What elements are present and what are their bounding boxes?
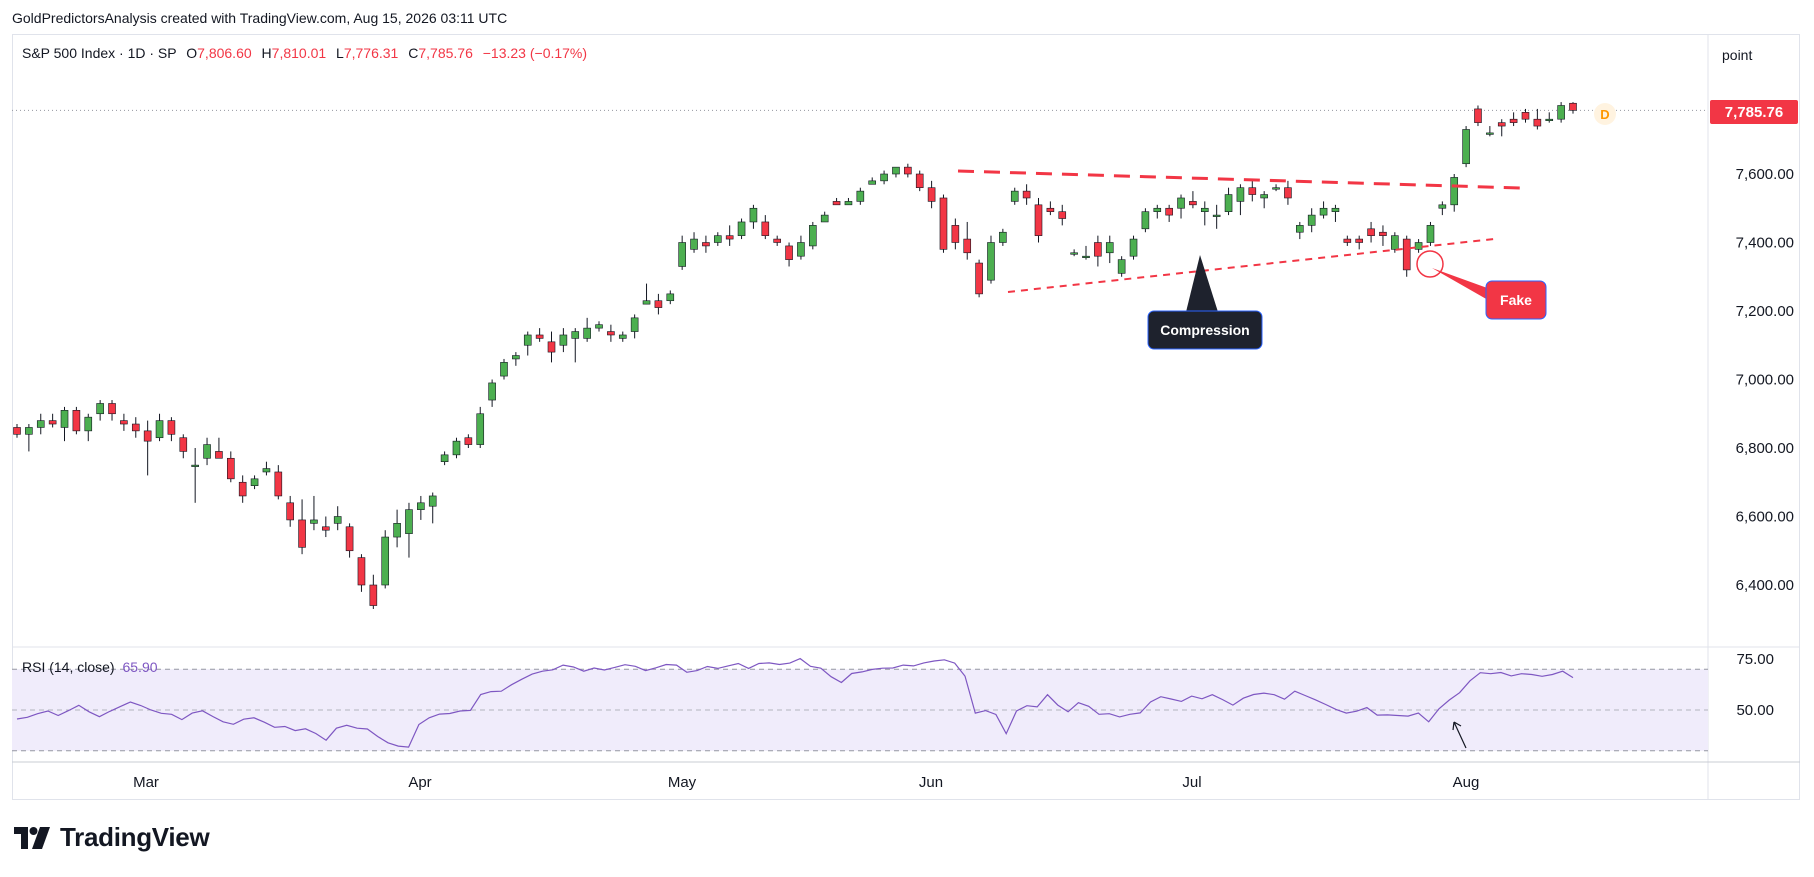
chart-attribution: GoldPredictorsAnalysis created with Trad… (12, 10, 508, 26)
symbol-legend: S&P 500 Index · 1D · SP O7,806.60 H7,810… (22, 45, 587, 61)
rsi-value: 65.90 (122, 659, 158, 675)
high-label: H (261, 45, 272, 61)
symbol-name[interactable]: S&P 500 Index · 1D · SP (22, 45, 177, 61)
rsi-legend: RSI (14, close) 65.90 (22, 659, 158, 675)
open-value: 7,806.60 (197, 45, 252, 61)
low-value: 7,776.31 (343, 45, 399, 61)
tradingview-logo-icon (14, 826, 50, 849)
price-scale-mode-button[interactable]: point (1722, 47, 1753, 63)
open-label: O (186, 45, 198, 61)
rsi-label[interactable]: RSI (14, close) (22, 659, 115, 675)
chart-frame (12, 34, 1800, 800)
change-value: −13.23 (−0.17%) (482, 45, 588, 61)
tradingview-logo-text: TradingView (60, 822, 210, 852)
close-value: 7,785.76 (418, 45, 473, 61)
tradingview-logo[interactable]: TradingView (14, 822, 210, 853)
close-label: C (408, 45, 419, 61)
low-label: L (336, 45, 344, 61)
high-value: 7,810.01 (271, 45, 327, 61)
